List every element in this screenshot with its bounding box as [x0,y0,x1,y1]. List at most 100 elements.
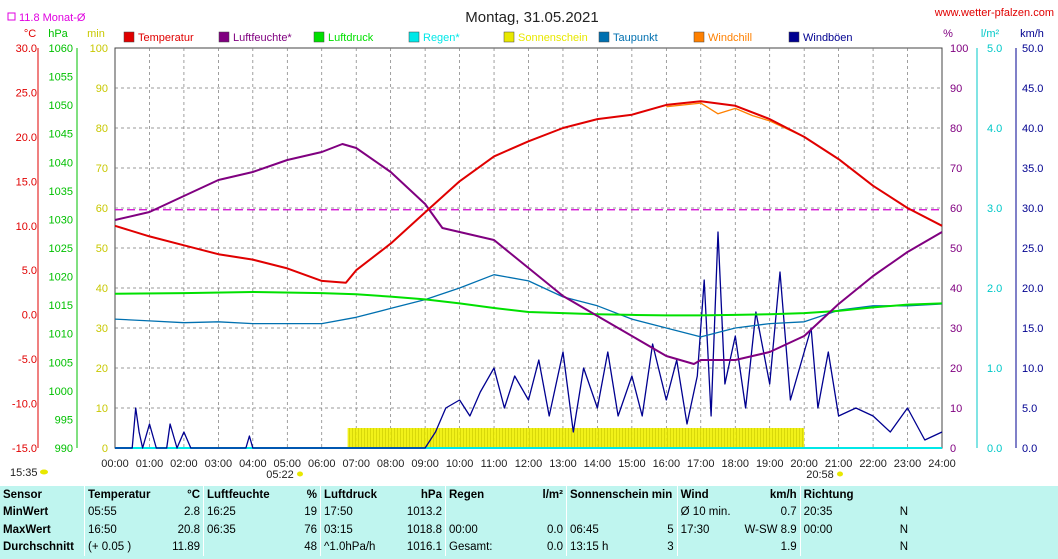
wind-tick-label: 25.0 [1022,243,1043,255]
legend: Temperatur Luftfeuchte* Luftdruck Regen* Son… [123,31,853,44]
wind-tick-label: 50.0 [1022,43,1043,55]
time-tick-label: 02:00 [170,458,198,470]
press-tick-label: 1030 [49,214,73,226]
cell-dir-value: N [899,541,908,554]
cell-press-time: 03:15 [320,521,399,539]
plot-area [114,100,943,449]
press-tick-label: 1045 [49,129,73,141]
time-tick-label: 00:00 [101,458,129,470]
sun-tick-label: 100 [90,43,108,55]
cell-press-time: 17:50 [320,503,399,521]
sun-icon [40,469,48,475]
time-tick-label: 11:00 [481,458,508,470]
series-line-temperatur [114,100,943,284]
time-tick-label: 04:00 [239,458,267,470]
temp-tick-label: 10.0 [16,221,37,233]
summary-table: Sensor Temperatur °C Luftfeuchte % Luftd… [0,486,1058,559]
legend-swatch [788,31,800,43]
press-tick-label: 1055 [49,72,73,84]
time-tick-label: 05:00 [274,458,302,470]
row-label: Durchschnitt [3,541,74,554]
sunrise-time: 05:22 [266,469,294,481]
press-tick-label: 1005 [49,357,73,369]
hdr-rain: Regen [445,486,512,504]
hdr-rain-unit: l/m² [542,488,563,501]
time-tick-label: 16:00 [653,458,681,470]
cell-temp-time: (+ 0.05 ) [84,538,161,556]
unit-press: hPa [48,28,68,40]
month-avg-label: 11.8 Monat-Ø [19,12,86,24]
time-tick-label: 17:00 [687,458,715,470]
chart-title: Montag, 31.05.2021 [465,9,598,26]
hdr-hum: Luftfeuchte [203,486,284,504]
cell-dir-time [799,538,897,556]
sun-tick-label: 80 [96,123,108,135]
time-tick-label: 14:00 [584,458,612,470]
series-line-windböen [115,231,943,449]
cell-dir-value: N [899,506,908,519]
time-tick-label: 12:00 [515,458,543,470]
temp-tick-label: 30.0 [16,43,37,55]
cell-wind-value: 0.7 [780,506,797,519]
hdr-hum-unit: % [306,488,317,501]
time-tick-label: 13:00 [549,458,577,470]
temp-tick-label: 20.0 [16,132,37,144]
wind-tick-label: 45.0 [1022,83,1043,95]
site-link[interactable]: www.wetter-pfalzen.com [934,7,1054,19]
cell-temp-time: 16:50 [84,521,161,539]
table-row: MinWert 05:55 2.8 16:25 19 17:50 1013.2 … [0,503,1058,521]
cell-wind-value: 1.9 [780,541,797,554]
cell-wind-time: 17:30 [676,521,740,539]
legend-label: Luftfeuchte* [233,32,292,44]
unit-sun: min [87,28,105,40]
wind-tick-label: 30.0 [1022,203,1043,215]
time-tick-label: 01:00 [136,458,164,470]
rain-tick-label: 3.0 [987,203,1002,215]
hdr-sun: Sonnenschein min [566,486,678,504]
temp-tick-label: 5.0 [22,265,37,277]
temp-tick-label: -10.0 [12,399,37,411]
press-tick-label: 990 [55,443,73,455]
pct-tick-label: 50 [950,243,962,255]
cell-hum-value: 48 [304,541,317,554]
legend-swatch [408,31,420,43]
cell-sun-time: 06:45 [566,521,653,539]
cell-rain-time: 00:00 [445,521,512,539]
time-tick-label: 18:00 [721,458,749,470]
temp-tick-label: -5.0 [18,354,37,366]
legend-swatch [598,31,610,43]
time-tick-label: 03:00 [205,458,233,470]
hdr-dir: Richtung [799,486,1058,504]
legend-label: Temperatur [138,32,194,44]
wind-tick-label: 0.0 [1022,443,1037,455]
legend-swatch [693,31,705,43]
weather-chart: Montag, 31.05.2021 www.wetter-pfalzen.co… [7,7,1054,481]
temp-tick-label: 0.0 [22,310,37,322]
cell-press-value: 1016.1 [406,541,442,554]
temp-tick-label: 15.0 [16,176,37,188]
wind-tick-label: 35.0 [1022,163,1043,175]
press-tick-label: 1040 [49,157,73,169]
legend-label: Regen* [423,32,460,44]
unit-wind: km/h [1020,28,1044,40]
sun-tick-label: 70 [96,163,108,175]
cell-wind-time: Ø 10 min. [676,503,740,521]
cell-temp-value: 11.89 [172,541,200,554]
wind-tick-label: 15.0 [1022,323,1043,335]
pct-tick-label: 10 [950,403,962,415]
cell-sun-time: 13:15 h [566,538,653,556]
series-line-windchill [666,102,805,138]
wind-tick-label: 40.0 [1022,123,1043,135]
cell-temp-value: 2.8 [184,506,200,519]
press-tick-label: 1000 [49,386,73,398]
sun-tick-label: 0 [102,443,108,455]
temp-tick-label: -15.0 [12,443,37,455]
unit-rain: l/m² [981,28,1000,40]
pct-tick-label: 100 [950,43,968,55]
cell-rain-value: 0.0 [547,541,563,554]
legend-swatch [123,31,135,43]
month-avg-icon [7,12,16,21]
cell-rain-value: 0.0 [547,523,563,536]
summary-header-row: Sensor Temperatur °C Luftfeuchte % Luftd… [0,486,1058,504]
wind-tick-label: 5.0 [1022,403,1037,415]
